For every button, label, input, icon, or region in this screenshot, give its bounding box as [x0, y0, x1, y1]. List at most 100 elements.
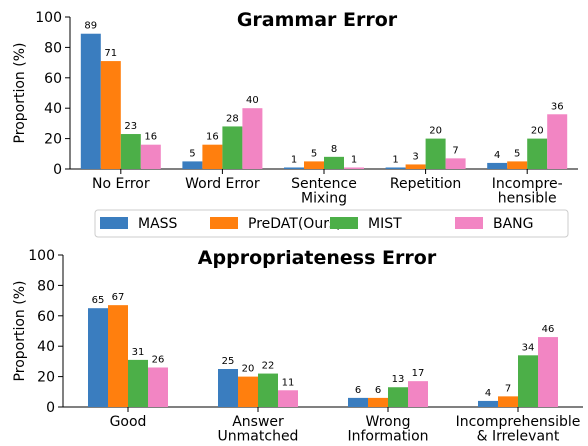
bar: [148, 367, 168, 407]
x-tick-label: Answer Unmatched: [218, 414, 299, 445]
bar: [538, 337, 558, 407]
y-axis-label: Proportion (%): [12, 43, 28, 144]
y-tick-label: 40: [44, 101, 62, 117]
y-tick-label: 100: [35, 10, 62, 26]
y-tick-label: 80: [37, 278, 55, 294]
y-axis-label: Proportion (%): [12, 281, 28, 382]
value-label: 46: [542, 324, 555, 335]
bar: [518, 355, 538, 407]
bar: [238, 376, 258, 407]
legend-swatch: [330, 217, 358, 229]
value-label: 7: [452, 145, 458, 156]
bar: [324, 156, 344, 169]
bar: [368, 397, 388, 407]
value-label: 5: [514, 148, 520, 159]
bar: [108, 305, 128, 407]
value-label: 20: [429, 126, 442, 137]
value-label: 65: [92, 295, 105, 306]
value-label: 17: [412, 368, 425, 379]
y-tick-label: 20: [44, 132, 62, 148]
legend-swatch: [210, 217, 238, 229]
chart-title: Grammar Error: [237, 9, 398, 31]
legend-swatch: [100, 217, 128, 229]
bar: [408, 381, 428, 407]
chart-title: Appropriateness Error: [198, 247, 437, 269]
value-label: 4: [485, 388, 491, 399]
bar: [547, 114, 568, 169]
value-label: 40: [246, 95, 259, 106]
y-tick-label: 80: [44, 40, 62, 56]
bar: [278, 390, 298, 407]
legend-label: BANG: [493, 216, 534, 232]
bar: [478, 400, 498, 407]
value-label: 16: [144, 132, 157, 143]
value-label: 6: [355, 385, 361, 396]
value-label: 1: [351, 154, 357, 165]
bar: [284, 167, 304, 169]
bar: [120, 134, 141, 169]
y-tick-label: 60: [44, 71, 62, 87]
y-tick-label: 20: [37, 370, 55, 386]
y-tick-label: 100: [28, 248, 55, 264]
x-tick-label: Incompre-hensible: [492, 176, 563, 207]
bar: [100, 61, 121, 169]
value-label: 89: [84, 21, 97, 32]
bar: [182, 161, 203, 169]
value-label: 4: [494, 150, 500, 161]
y-tick-label: 0: [46, 400, 55, 416]
value-label: 71: [104, 48, 117, 59]
x-tick-label: Good: [110, 414, 147, 430]
x-tick-label: Wrong Information: [347, 414, 428, 445]
y-tick-label: 0: [53, 162, 62, 178]
x-tick-label: Incomprehensible & Irrelevant: [456, 414, 581, 445]
value-label: 26: [152, 354, 165, 365]
x-tick-label: Word Error: [185, 176, 260, 192]
legend-label: MASS: [138, 216, 178, 232]
y-tick-label: 60: [37, 309, 55, 325]
x-tick-label: No Error: [92, 176, 150, 192]
legend-label: MIST: [368, 216, 402, 232]
bar: [140, 144, 161, 169]
bar: [88, 308, 108, 407]
bar: [222, 126, 243, 169]
value-label: 3: [412, 151, 418, 162]
bar: [405, 164, 426, 169]
x-tick-label: Sentence Mixing: [291, 176, 357, 207]
value-label: 16: [206, 132, 219, 143]
value-label: 20: [242, 364, 255, 375]
bar: [487, 162, 508, 169]
bar: [258, 373, 278, 407]
value-label: 67: [112, 292, 125, 303]
value-label: 6: [375, 385, 381, 396]
value-label: 22: [262, 361, 275, 372]
value-label: 20: [531, 126, 544, 137]
bar: [80, 33, 101, 169]
bar: [128, 359, 148, 407]
bar: [344, 167, 364, 169]
value-label: 28: [226, 113, 239, 124]
bar: [445, 158, 466, 169]
value-label: 25: [222, 356, 235, 367]
bar: [348, 397, 368, 407]
value-label: 1: [392, 154, 398, 165]
x-tick-label: Repetition: [390, 176, 461, 192]
value-label: 11: [282, 377, 295, 388]
bar: [425, 138, 446, 169]
bar: [498, 396, 518, 407]
bar: [242, 108, 263, 169]
value-label: 5: [311, 148, 317, 159]
bar: [385, 167, 406, 169]
value-label: 31: [132, 347, 145, 358]
value-label: 7: [505, 383, 511, 394]
bar: [218, 369, 238, 407]
value-label: 1: [291, 154, 297, 165]
legend-swatch: [455, 217, 483, 229]
bar: [202, 144, 223, 169]
bar: [507, 161, 528, 169]
bar: [304, 161, 324, 169]
value-label: 13: [392, 374, 405, 385]
value-label: 23: [124, 121, 137, 132]
value-label: 34: [522, 342, 535, 353]
legend-label: PreDAT(Ours): [248, 216, 342, 232]
